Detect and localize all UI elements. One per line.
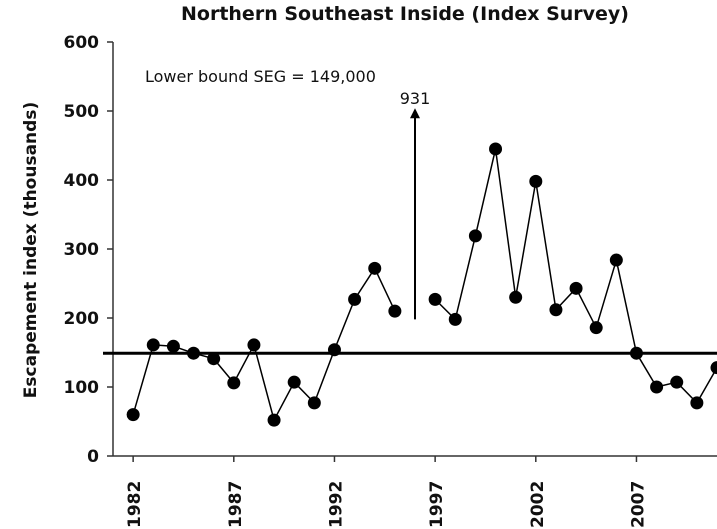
data-point: [629, 346, 643, 360]
data-point: [569, 281, 583, 295]
data-point: [267, 413, 281, 427]
data-point: [710, 361, 717, 375]
data-point: [589, 321, 603, 335]
data-point: [468, 229, 482, 243]
data-point: [166, 339, 180, 353]
data-point: [187, 346, 201, 360]
y-tick-label: 200: [64, 309, 100, 329]
y-tick-label: 600: [64, 33, 100, 53]
data-point: [489, 142, 503, 156]
data-point: [348, 292, 362, 306]
data-point: [448, 312, 462, 326]
arrow-head: [410, 108, 420, 119]
data-point: [307, 396, 321, 410]
x-tick-label: 1987: [226, 481, 246, 528]
data-point: [146, 338, 160, 352]
value-label: 931: [400, 89, 431, 108]
y-tick-label: 300: [64, 240, 100, 260]
data-point: [126, 408, 140, 422]
y-tick-label: 500: [64, 102, 100, 122]
data-point: [690, 396, 704, 410]
data-point: [368, 261, 382, 275]
data-point: [609, 253, 623, 267]
data-point: [650, 380, 664, 394]
annotation: Lower bound SEG = 149,000: [145, 67, 376, 86]
y-tick-label: 400: [64, 171, 100, 191]
data-point: [509, 290, 523, 304]
plot-area: [126, 142, 717, 427]
x-tick-label: 1982: [125, 481, 145, 528]
data-point: [670, 375, 684, 389]
x-tick-label: 2002: [528, 481, 548, 528]
data-point: [428, 292, 442, 306]
x-tick-label: 2007: [628, 481, 648, 528]
x-tick-label: 1992: [326, 481, 346, 528]
data-point: [287, 375, 301, 389]
data-point: [227, 376, 241, 390]
data-point: [207, 352, 221, 366]
y-tick-label: 100: [64, 378, 100, 398]
chart-title: Northern Southeast Inside (Index Survey): [181, 3, 629, 25]
data-point: [549, 303, 563, 317]
x-tick-label: 1997: [427, 481, 447, 528]
data-line: [434, 148, 717, 405]
y-axis-title: Escapement index (thousands): [21, 102, 41, 398]
data-point: [529, 174, 543, 188]
y-tick-label: 0: [87, 447, 99, 467]
data-point: [327, 343, 341, 357]
data-point: [247, 338, 261, 352]
data-point: [388, 304, 402, 318]
